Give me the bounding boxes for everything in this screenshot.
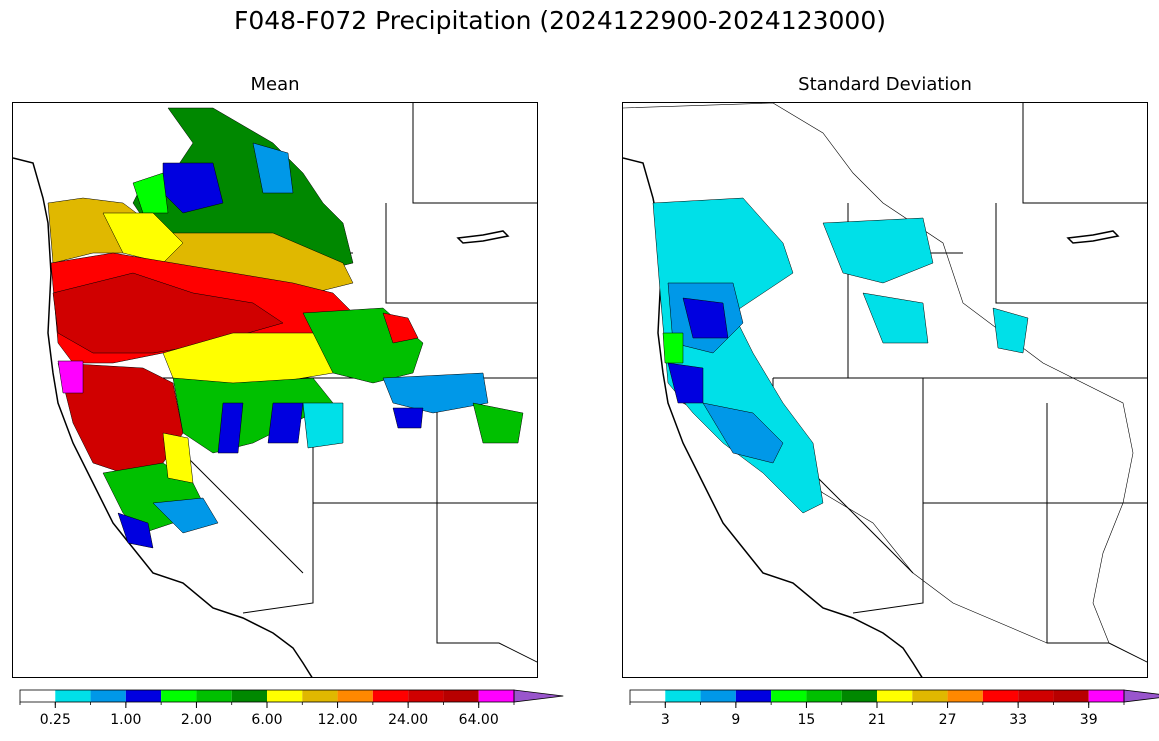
stddev-panel-title: Standard Deviation — [798, 74, 972, 95]
stddev-colorbar: 3 9 15 21 27 33 39 — [628, 688, 1159, 738]
colorbar-tick-label: 0.25 — [40, 712, 71, 728]
colorbar-extend-arrow — [1123, 689, 1159, 703]
colorbar-tick-label: 64.00 — [459, 712, 499, 728]
colorbar-segment — [1018, 690, 1054, 702]
colorbar-segment — [982, 690, 1019, 702]
colorbar-segment — [55, 690, 91, 702]
stddev-colorbar-svg: 3 9 15 21 27 33 39 — [629, 689, 1159, 728]
colorbar-segment — [947, 690, 983, 702]
colorbar-segment — [231, 690, 267, 702]
colorbar-segment — [1088, 690, 1124, 702]
colorbar-segment — [630, 690, 666, 702]
lake-outline — [456, 230, 510, 244]
coastline — [13, 157, 313, 677]
colorbar-tick-label: 2.00 — [181, 712, 212, 728]
colorbar-tick-label: 15 — [798, 712, 816, 728]
colorbar-segment — [771, 690, 807, 702]
colorbar-extend-arrow — [513, 689, 564, 703]
colorbar-segment — [912, 690, 948, 702]
stddev-map — [622, 102, 1148, 678]
colorbar-segment — [196, 690, 232, 702]
colorbar-tick-label: 21 — [868, 712, 886, 728]
colorbar-segment — [735, 690, 772, 702]
colorbar-segment — [841, 690, 877, 702]
colorbar-segment — [125, 690, 162, 702]
mean-panel-title: Mean — [250, 74, 300, 95]
colorbar-segment — [665, 690, 701, 702]
colorbar-tick-label: 24.00 — [388, 712, 428, 728]
colorbar-segment — [20, 690, 56, 702]
colorbar-tick-label: 3 — [661, 712, 670, 728]
stddev-map-svg — [623, 103, 1147, 677]
mean-precip-field — [47, 107, 524, 549]
mean-map — [12, 102, 538, 678]
colorbar-segment — [90, 690, 126, 702]
colorbar-segment — [372, 690, 409, 702]
colorbar-segment — [700, 690, 736, 702]
colorbar-segment — [478, 690, 514, 702]
colorbar-segment — [267, 690, 303, 702]
colorbar-segment — [337, 690, 373, 702]
colorbar-segment — [1053, 690, 1089, 702]
figure-title: F048-F072 Precipitation (2024122900-2024… — [233, 6, 886, 35]
colorbar-tick-label: 12.00 — [318, 712, 358, 728]
stddev-precip-field — [652, 197, 1029, 514]
mean-map-svg — [13, 103, 537, 677]
lake-outline — [1066, 230, 1120, 244]
colorbar-segment — [443, 690, 479, 702]
state-boundaries — [772, 103, 1147, 663]
colorbar-tick-label: 6.00 — [251, 712, 282, 728]
colorbar-segment — [408, 690, 444, 702]
mean-colorbar: 0.25 1.00 2.00 6.00 12.00 24.00 64.00 — [18, 688, 564, 738]
mean-colorbar-svg: 0.25 1.00 2.00 6.00 12.00 24.00 64.00 — [19, 689, 564, 728]
colorbar-tick-label: 33 — [1009, 712, 1027, 728]
colorbar-tick-label: 9 — [731, 712, 740, 728]
colorbar-segment — [877, 690, 913, 702]
colorbar-tick-label: 39 — [1080, 712, 1098, 728]
colorbar-tick-label: 1.00 — [110, 712, 141, 728]
colorbar-segment — [161, 690, 197, 702]
colorbar-segment — [302, 690, 338, 702]
colorbar-tick-label: 27 — [939, 712, 957, 728]
colorbar-segment — [806, 690, 842, 702]
